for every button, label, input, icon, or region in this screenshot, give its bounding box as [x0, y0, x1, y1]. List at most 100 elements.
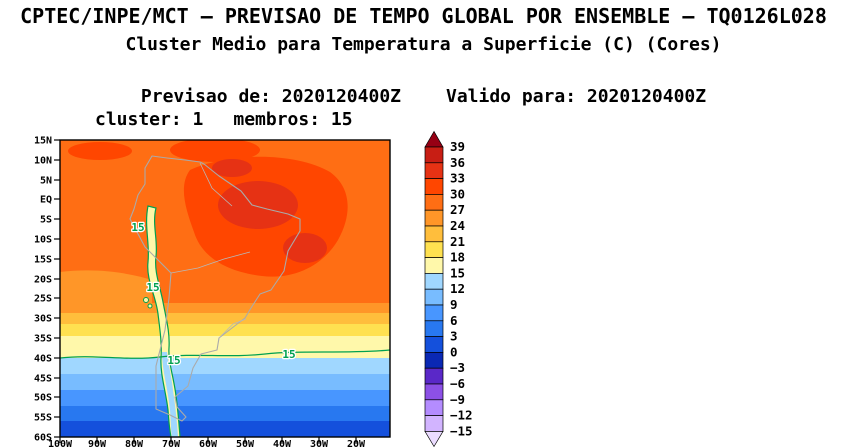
lat-tick-label: 35S [34, 334, 52, 345]
lat-tick-label: 40S [34, 354, 52, 365]
colorbar-segment [424, 336, 444, 353]
colorbar-segment [424, 399, 444, 416]
country-border [218, 318, 247, 339]
temp-band [60, 406, 390, 421]
map-frame [59, 139, 391, 438]
colorbar [424, 130, 444, 448]
temp-band [60, 374, 390, 390]
colorbar-level-label: −12 [450, 408, 473, 423]
lat-tick-label: 55S [34, 413, 52, 424]
colorbar-segment [424, 241, 444, 258]
lon-tick-label: 30W [310, 439, 329, 448]
colorbar-segment [424, 367, 444, 385]
lat-tick-label: 5N [40, 176, 52, 187]
lat-tick-label: 5S [40, 215, 52, 226]
lat-tick-label: 50S [34, 393, 52, 404]
contour-line-15 [60, 349, 390, 359]
lon-tick-label: 40W [273, 439, 292, 448]
page-title: CPTEC/INPE/MCT — PREVISAO DE TEMPO GLOBA… [20, 4, 827, 28]
colorbar-level-label: −6 [450, 376, 465, 391]
colorbar-level-label: 21 [450, 234, 465, 249]
lon-tick-label: 80W [125, 439, 144, 448]
lat-tick-label: EQ [40, 195, 52, 206]
colorbar-top-arrow [424, 130, 444, 148]
colorbar-level-label: 18 [450, 250, 465, 265]
colorbar-segment [424, 383, 444, 401]
page-subtitle: Cluster Medio para Temperatura a Superfi… [125, 34, 722, 55]
colorbar-level-label: 36 [450, 155, 465, 170]
lat-tick-label: 45S [34, 374, 52, 385]
colorbar-level-label: −3 [450, 360, 465, 375]
contour-label-15: 15 [131, 221, 144, 234]
lon-axis-labels: 100W 90W 80W 70W 60W 50W 40W 30W 20W [48, 439, 366, 448]
temperature-field: 15 15 15 15 [60, 140, 390, 437]
lat-tick-label: 30S [34, 314, 52, 325]
colorbar-segment [424, 162, 444, 179]
temp-band [60, 390, 390, 406]
temp-band [60, 336, 390, 358]
colorbar-level-label: 39 [450, 139, 465, 154]
pacific-cool-patch [60, 270, 152, 303]
colorbar-segment [424, 352, 444, 369]
cluster-label: cluster: 1 [95, 109, 204, 130]
contour-label-15: 15 [167, 354, 180, 367]
country-border [199, 162, 233, 207]
colorbar-segment [424, 225, 444, 243]
colorbar-bottom-arrow [424, 431, 444, 448]
temp-band [60, 421, 390, 437]
hottest-blob [212, 159, 252, 177]
colorbar-segment [424, 194, 444, 211]
colorbar-segment [424, 209, 444, 227]
colorbar-level-label: 33 [450, 171, 465, 186]
colorbar-level-label: −9 [450, 392, 465, 407]
colorbar-segment [424, 415, 444, 432]
colorbar-level-label: 6 [450, 313, 458, 328]
lon-tick-label: 50W [236, 439, 255, 448]
colorbar-level-label: 24 [450, 218, 465, 233]
temp-band [60, 313, 390, 324]
colorbar-segment [424, 304, 444, 322]
members-label: membros: 15 [233, 109, 353, 130]
lat-tick-label: 15N [34, 136, 52, 147]
forecast-times: Previsao de: 2020120400Z Valido para: 20… [0, 86, 847, 107]
colorbar-segment [424, 273, 444, 290]
andes-cold-core [162, 352, 178, 437]
colorbar-level-label: 0 [450, 344, 458, 359]
south-america-coastline [129, 155, 301, 422]
temp-band [60, 303, 390, 313]
colorbar-segment [424, 146, 444, 164]
hot-blob [170, 140, 260, 162]
andes-cool-strip [145, 205, 181, 437]
colorbar-level-label: 15 [450, 265, 465, 280]
lon-tick-label: 20W [347, 439, 366, 448]
lon-tick-label: 60W [199, 439, 218, 448]
lon-tick-label: 70W [162, 439, 181, 448]
colorbar-labels: 39 36 33 30 27 24 21 18 15 12 9 6 3 0 −3… [450, 139, 473, 438]
lat-ticks [54, 139, 60, 438]
colorbar-segment [424, 178, 444, 195]
contour-speck [147, 303, 153, 309]
colorbar-level-label: 30 [450, 186, 465, 201]
colorbar-segment [424, 288, 444, 306]
hottest-blob [218, 181, 298, 229]
colorbar-level-label: −15 [450, 423, 473, 438]
lat-tick-label: 10S [34, 235, 52, 246]
lat-tick-label: 60S [34, 433, 52, 444]
colorbar-segment [424, 320, 444, 337]
forecast-valid-label: Valido para: 2020120400Z [446, 86, 707, 107]
temp-band [60, 358, 390, 374]
lat-tick-label: 25S [34, 294, 52, 305]
hot-blob [68, 142, 132, 160]
colorbar-segment [424, 257, 444, 274]
colorbar-level-label: 12 [450, 281, 465, 296]
forecast-init-label: Previsao de: 2020120400Z [140, 86, 401, 107]
contour-label-15: 15 [282, 348, 295, 361]
country-border [170, 251, 251, 274]
lon-ticks [59, 437, 357, 443]
contour-speck [143, 297, 149, 303]
lat-tick-label: 15S [34, 255, 52, 266]
cluster-info: cluster: 1 membros: 15 [95, 109, 353, 130]
lon-tick-label: 90W [88, 439, 107, 448]
